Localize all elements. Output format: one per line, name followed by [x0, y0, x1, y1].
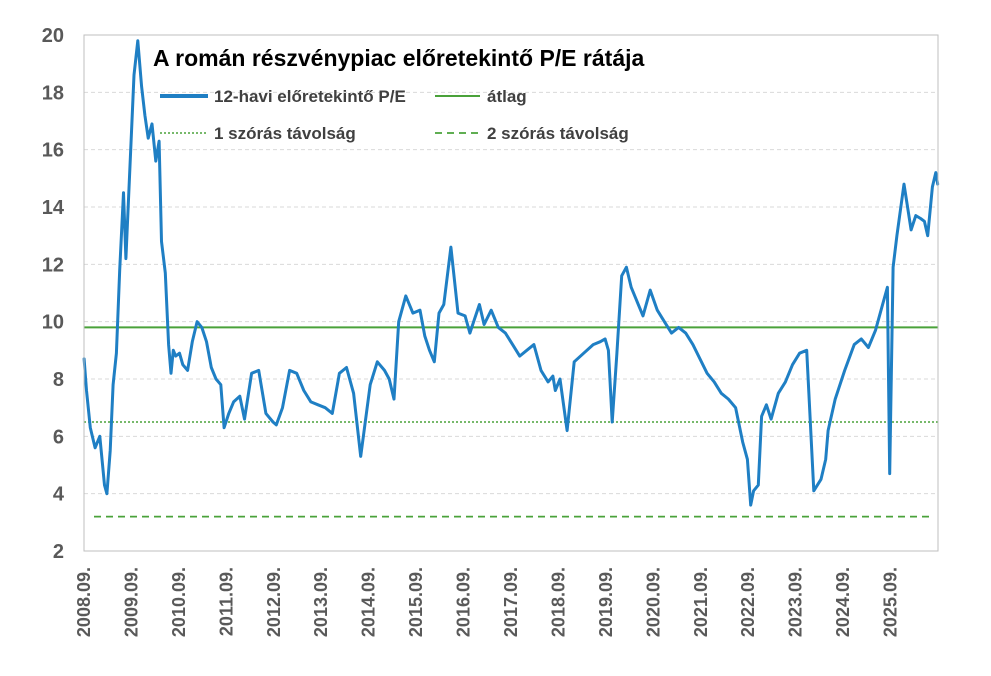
- x-tick-label: 2024.09.: [833, 567, 853, 637]
- y-tick-label-10: 10: [42, 312, 64, 334]
- y-tick-label-8: 8: [53, 369, 64, 391]
- y-tick-label-4: 4: [53, 484, 65, 506]
- plot-frame: [83, 34, 939, 552]
- series-layer: [82, 39, 940, 507]
- y-tick-label-2: 2: [53, 541, 64, 563]
- x-tick-label: 2012.09.: [264, 567, 284, 637]
- x-tick-label: 2009.09.: [121, 567, 141, 637]
- x-tick-label: 2019.09.: [596, 567, 616, 637]
- x-tick-label: 2023.09.: [786, 567, 806, 637]
- x-tick-label: 2020.09.: [643, 567, 663, 637]
- x-tick-labels: 2008.09. 2009.09. 2010.09. 2011.09. 2012.09.…: [74, 567, 901, 637]
- reference-lines: [84, 326, 938, 518]
- y-tick-label-16: 16: [42, 140, 64, 162]
- x-tick-label: 2021.09.: [691, 567, 711, 637]
- y-tick-label-20: 20: [42, 25, 64, 47]
- legend-label-1sd: 1 szórás távolság: [214, 124, 356, 143]
- x-tick-label: 2013.09.: [311, 567, 331, 637]
- y-tick-label-14: 14: [42, 197, 65, 219]
- x-tick-label: 2010.09.: [169, 567, 189, 637]
- x-tick-label: 2017.09.: [501, 567, 521, 637]
- x-tick-label: 2014.09.: [359, 567, 379, 637]
- legend-label-pe: 12-havi előretekintő P/E: [214, 87, 406, 106]
- y-tick-label-18: 18: [42, 82, 64, 104]
- x-tick-label: 2015.09.: [406, 567, 426, 637]
- x-tick-label: 2022.09.: [738, 567, 758, 637]
- pe-series-line: [82, 39, 940, 507]
- legend: 12-havi előretekintő P/E átlag 1 szórás …: [160, 87, 629, 143]
- y-tick-labels: 2 4 6 8 10 12 14 16 18 20: [42, 25, 65, 563]
- x-tick-label: 2016.09.: [454, 567, 474, 637]
- x-tick-label: 2011.09.: [216, 567, 236, 636]
- x-tick-label: 2018.09.: [548, 567, 568, 637]
- axis-layer: [83, 34, 939, 552]
- x-tick-label: 2025.09.: [881, 567, 901, 637]
- y-tick-label-6: 6: [53, 426, 64, 448]
- legend-label-2sd: 2 szórás távolság: [487, 124, 629, 143]
- y-tick-label-12: 12: [42, 254, 64, 276]
- chart-title: A román részvénypiac előretekintő P/E rá…: [153, 45, 644, 71]
- x-tick-label: 2008.09.: [74, 567, 94, 637]
- grid-layer: [84, 91, 938, 495]
- legend-label-mean: átlag: [487, 87, 527, 106]
